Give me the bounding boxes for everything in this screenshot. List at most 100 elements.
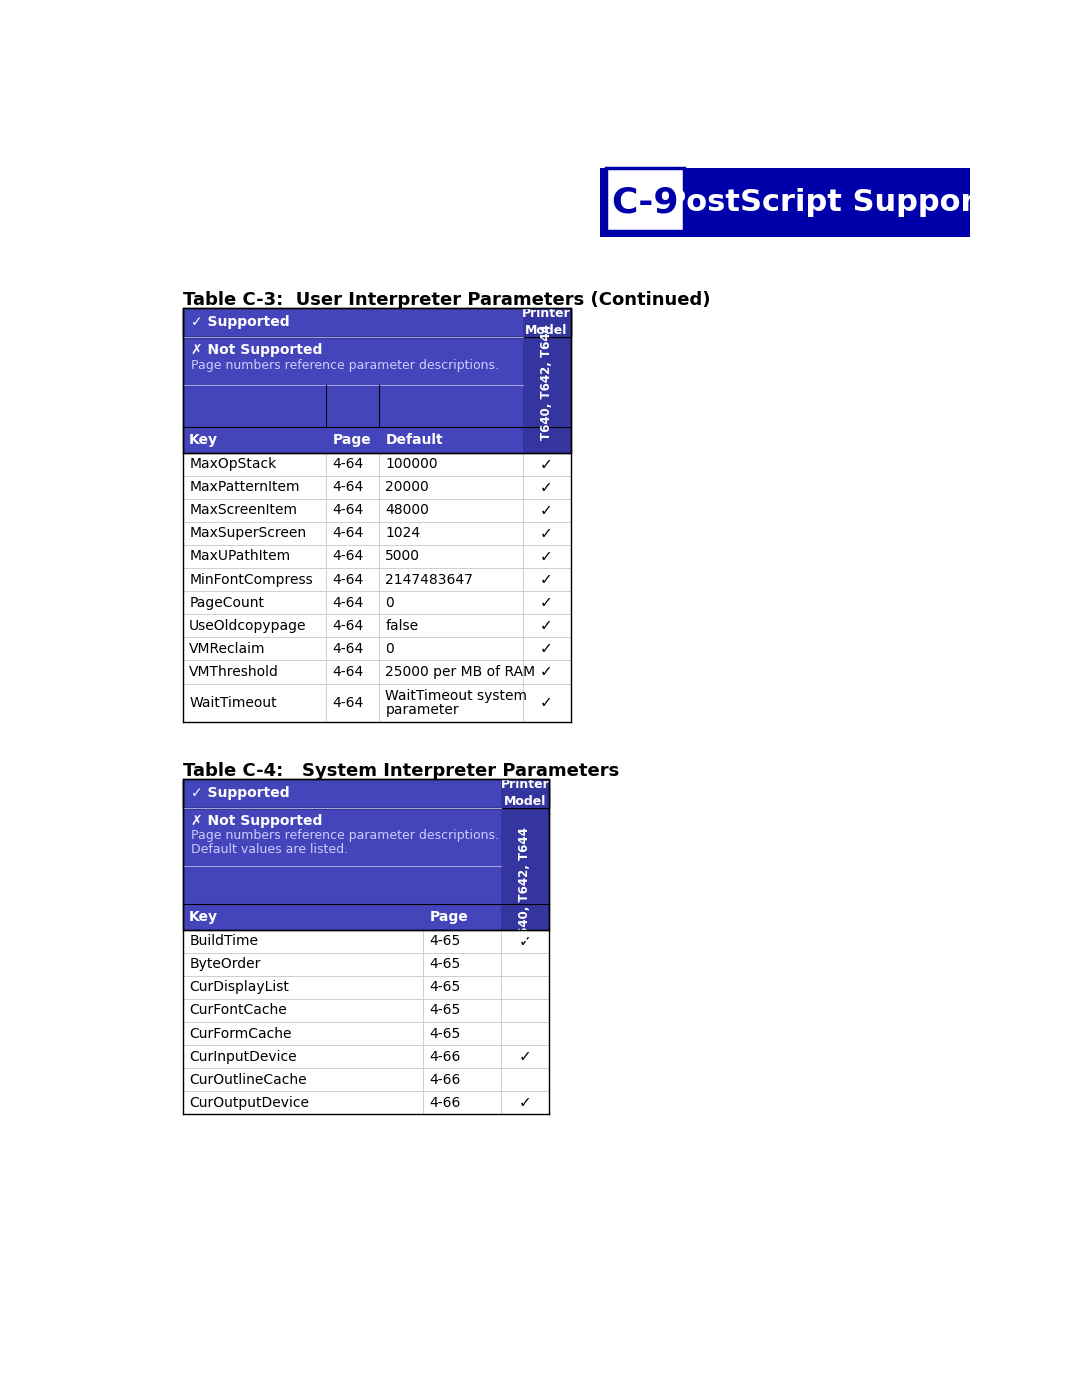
Text: Page: Page	[430, 909, 469, 923]
Bar	[183, 545, 326, 569]
Bar	[423, 999, 501, 1023]
Bar	[379, 569, 523, 591]
Text: ✓: ✓	[540, 573, 553, 587]
Text: MaxSuperScreen: MaxSuperScreen	[189, 527, 307, 541]
Text: ✓: ✓	[518, 1049, 531, 1065]
Text: Default: Default	[386, 433, 443, 447]
Bar	[523, 569, 570, 591]
Text: MaxPatternItem: MaxPatternItem	[189, 481, 300, 495]
Bar	[326, 522, 379, 545]
Bar	[606, 168, 684, 231]
Text: VMThreshold: VMThreshold	[189, 665, 279, 679]
Bar	[183, 661, 326, 683]
Bar	[326, 475, 379, 499]
Bar	[326, 683, 379, 722]
Text: 4-65: 4-65	[430, 1027, 461, 1041]
Text: ByteOrder: ByteOrder	[189, 957, 260, 971]
Text: Default values are listed.: Default values are listed.	[191, 844, 348, 856]
Bar	[423, 1091, 501, 1115]
Text: 4-64: 4-64	[333, 641, 364, 655]
Text: Table C-3:  User Interpreter Parameters (Continued): Table C-3: User Interpreter Parameters (…	[183, 291, 711, 309]
Text: C-9: C-9	[611, 186, 678, 219]
Bar	[423, 975, 501, 999]
Text: 4-65: 4-65	[430, 981, 461, 995]
Bar	[183, 929, 423, 953]
Bar	[523, 683, 570, 722]
Text: 4-66: 4-66	[430, 1095, 461, 1109]
Bar	[183, 975, 423, 999]
Text: CurDisplayList: CurDisplayList	[189, 981, 289, 995]
Bar	[379, 661, 523, 683]
Text: WaitTimeout: WaitTimeout	[189, 696, 276, 710]
Text: MaxScreenItem: MaxScreenItem	[189, 503, 297, 517]
Text: ✓: ✓	[540, 549, 553, 564]
Bar	[183, 475, 326, 499]
Text: 5000: 5000	[386, 549, 420, 563]
Bar	[183, 522, 326, 545]
Bar	[501, 778, 549, 807]
Text: MaxOpStack: MaxOpStack	[189, 457, 276, 471]
Bar	[326, 591, 379, 615]
Bar	[183, 778, 549, 929]
Bar	[423, 1045, 501, 1069]
Bar	[379, 683, 523, 722]
Bar	[183, 1069, 423, 1091]
Text: BuildTime: BuildTime	[189, 935, 258, 949]
Text: 4-64: 4-64	[333, 573, 364, 587]
Text: false: false	[386, 619, 418, 633]
Bar	[501, 1069, 549, 1091]
Bar	[183, 637, 326, 661]
Text: ✓: ✓	[540, 696, 553, 710]
Text: ✓: ✓	[518, 933, 531, 949]
Bar	[183, 427, 570, 453]
Bar	[606, 168, 684, 231]
Bar	[183, 615, 326, 637]
Text: 4-65: 4-65	[430, 935, 461, 949]
Text: 4-66: 4-66	[430, 1049, 461, 1063]
Bar	[523, 427, 570, 453]
Bar	[183, 904, 549, 929]
Bar	[523, 499, 570, 522]
Text: 4-65: 4-65	[430, 957, 461, 971]
Text: ✗ Not Supported: ✗ Not Supported	[191, 344, 322, 358]
Bar	[501, 1045, 549, 1069]
Text: T640, T642, T644: T640, T642, T644	[518, 827, 531, 943]
Text: 4-64: 4-64	[333, 619, 364, 633]
Text: Printer
Model: Printer Model	[500, 778, 550, 809]
Text: 4-66: 4-66	[430, 1073, 461, 1087]
Text: 4-64: 4-64	[333, 696, 364, 710]
Bar	[183, 778, 549, 929]
Bar	[523, 661, 570, 683]
Bar	[183, 778, 549, 807]
Text: 4-65: 4-65	[430, 1003, 461, 1017]
Text: ✓: ✓	[540, 479, 553, 495]
Bar	[379, 615, 523, 637]
Text: 1024: 1024	[386, 527, 420, 541]
Bar	[501, 778, 549, 929]
Bar	[183, 953, 423, 975]
Text: VMReclaim: VMReclaim	[189, 641, 266, 655]
Bar	[523, 453, 570, 475]
Bar	[379, 499, 523, 522]
Text: MaxUPathItem: MaxUPathItem	[189, 549, 291, 563]
Text: ✓ Supported: ✓ Supported	[191, 787, 289, 800]
Bar	[600, 168, 971, 237]
Text: PostScript Support: PostScript Support	[664, 187, 990, 217]
Text: 4-64: 4-64	[333, 503, 364, 517]
Bar	[183, 1023, 423, 1045]
Bar	[523, 545, 570, 569]
Bar	[379, 637, 523, 661]
Bar	[183, 307, 570, 453]
Bar	[523, 475, 570, 499]
Bar	[326, 499, 379, 522]
Text: 2147483647: 2147483647	[386, 573, 473, 587]
Bar	[523, 615, 570, 637]
Bar	[423, 1069, 501, 1091]
Text: ✓: ✓	[540, 595, 553, 610]
Text: Page numbers reference parameter descriptions.: Page numbers reference parameter descrip…	[191, 830, 499, 842]
Bar	[326, 615, 379, 637]
Bar	[183, 307, 570, 337]
Bar	[423, 1023, 501, 1045]
Bar	[326, 545, 379, 569]
Bar	[183, 569, 326, 591]
